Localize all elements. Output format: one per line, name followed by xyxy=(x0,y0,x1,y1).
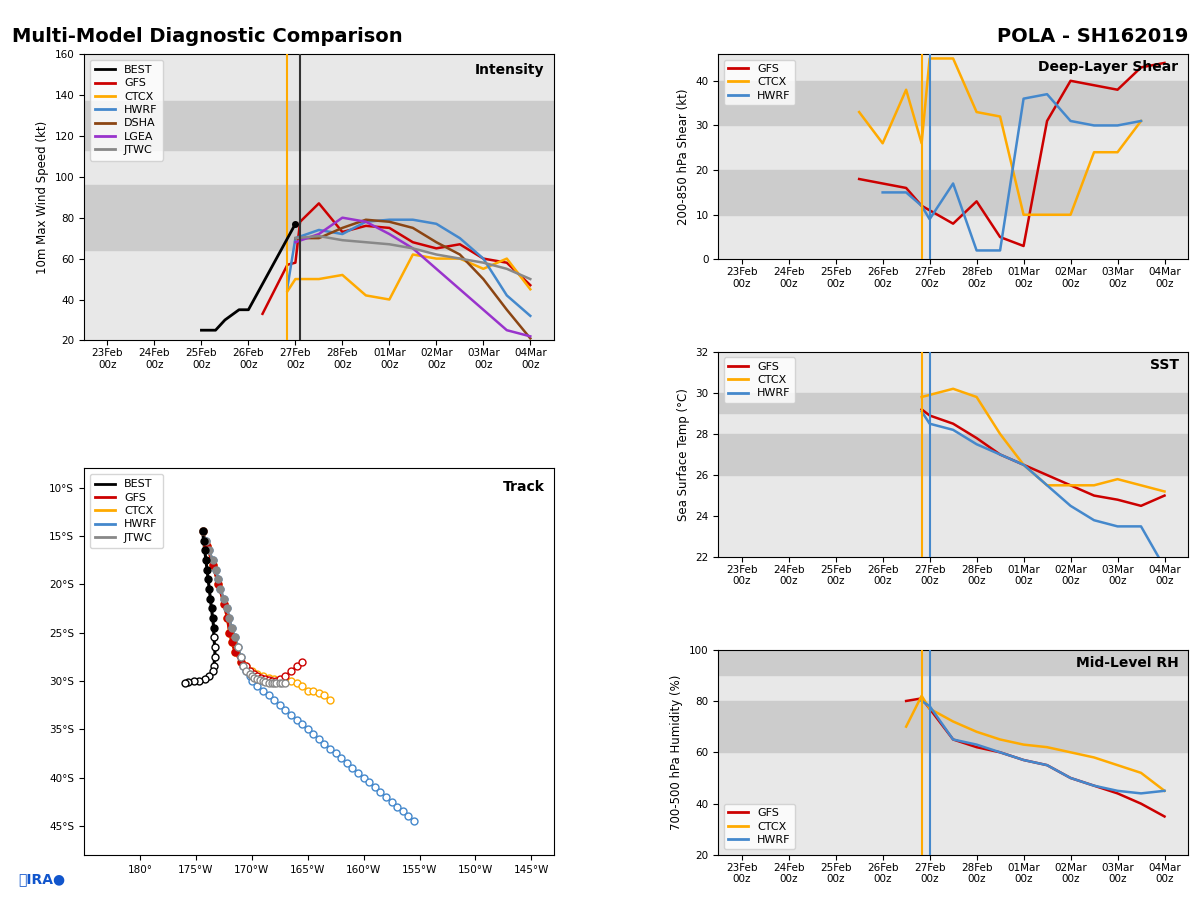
Bar xyxy=(719,701,1188,752)
Text: Track: Track xyxy=(503,480,545,494)
Text: Mid-Level RH: Mid-Level RH xyxy=(1076,656,1178,670)
Bar xyxy=(719,650,1188,675)
Y-axis label: 200-850 hPa Shear (kt): 200-850 hPa Shear (kt) xyxy=(677,88,690,225)
Y-axis label: 700-500 hPa Humidity (%): 700-500 hPa Humidity (%) xyxy=(671,675,683,830)
Legend: BEST, GFS, CTCX, HWRF, JTWC: BEST, GFS, CTCX, HWRF, JTWC xyxy=(90,474,163,548)
Bar xyxy=(719,81,1188,125)
Y-axis label: Sea Surface Temp (°C): Sea Surface Temp (°C) xyxy=(677,388,690,521)
Bar xyxy=(719,393,1188,413)
Legend: BEST, GFS, CTCX, HWRF, DSHA, LGEA, JTWC: BEST, GFS, CTCX, HWRF, DSHA, LGEA, JTWC xyxy=(90,59,163,161)
Text: Multi-Model Diagnostic Comparison: Multi-Model Diagnostic Comparison xyxy=(12,27,403,46)
Text: POLA - SH162019: POLA - SH162019 xyxy=(997,27,1188,46)
Text: ⒸIRA●: ⒸIRA● xyxy=(18,872,65,886)
Text: SST: SST xyxy=(1150,358,1178,372)
Bar xyxy=(719,434,1188,475)
Y-axis label: 10m Max Wind Speed (kt): 10m Max Wind Speed (kt) xyxy=(36,121,49,274)
Bar xyxy=(84,184,553,250)
Legend: GFS, CTCX, HWRF: GFS, CTCX, HWRF xyxy=(724,804,796,850)
Legend: GFS, CTCX, HWRF: GFS, CTCX, HWRF xyxy=(724,59,796,105)
Text: Intensity: Intensity xyxy=(475,63,545,76)
Text: Deep-Layer Shear: Deep-Layer Shear xyxy=(1038,60,1178,74)
Bar xyxy=(84,101,553,150)
Legend: GFS, CTCX, HWRF: GFS, CTCX, HWRF xyxy=(724,357,796,403)
Bar xyxy=(719,170,1188,215)
